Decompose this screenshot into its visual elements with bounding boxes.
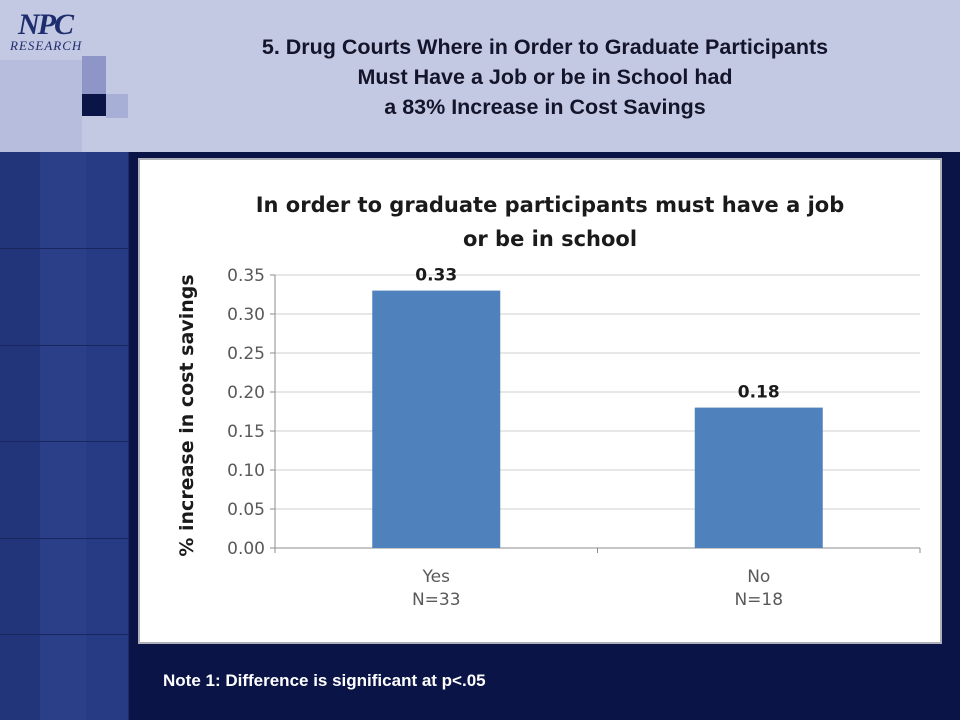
y-tick-label: 0.25 — [227, 344, 265, 364]
decor-line — [0, 538, 128, 539]
logo-text-bottom: RESEARCH — [10, 38, 83, 53]
y-tick-label: 0.30 — [227, 305, 265, 325]
slide-header — [0, 0, 960, 152]
slide-title-line: a 83% Increase in Cost Savings — [384, 95, 706, 119]
decor-block — [82, 56, 106, 94]
npc-research-logo: NPC RESEARCH — [8, 8, 100, 56]
x-tick-sublabel: N=33 — [412, 590, 461, 610]
y-tick-label: 0.10 — [227, 461, 265, 481]
x-tick-label: No — [747, 567, 770, 587]
y-axis-label: % increase in cost savings — [176, 274, 198, 556]
x-tick-sublabel: N=18 — [734, 590, 783, 610]
decor-line — [0, 248, 128, 249]
chart-panel: In order to graduate participants must h… — [138, 158, 942, 644]
chart-title-line: or be in school — [463, 227, 637, 251]
logo-text-top: NPC — [18, 8, 74, 41]
y-tick-label: 0.15 — [227, 422, 265, 442]
bar-chart: In order to graduate participants must h… — [176, 193, 921, 610]
x-tick-label: Yes — [422, 567, 451, 587]
decor-line — [0, 345, 128, 346]
significance-note: Note 1: Difference is significant at p<.… — [163, 671, 486, 690]
chart-title-line: In order to graduate participants must h… — [256, 193, 845, 217]
bar-yes — [372, 290, 501, 548]
decor-block — [82, 94, 106, 116]
slide-title: 5. Drug Courts Where in Order to Graduat… — [150, 32, 940, 122]
decor-tile — [86, 152, 129, 720]
slide-title-line: Must Have a Job or be in School had — [357, 65, 733, 89]
bar-no — [694, 407, 823, 548]
data-label: 0.33 — [415, 266, 457, 286]
decor-line — [0, 441, 128, 442]
y-tick-label: 0.00 — [227, 539, 265, 559]
y-tick-label: 0.20 — [227, 383, 265, 403]
data-label: 0.18 — [738, 383, 780, 403]
decor-block — [106, 94, 128, 118]
decor-tile — [0, 152, 41, 720]
y-tick-label: 0.35 — [227, 266, 265, 286]
slide-title-line: 5. Drug Courts Where in Order to Graduat… — [261, 35, 829, 59]
decor-line — [0, 634, 128, 635]
y-tick-label: 0.05 — [227, 500, 265, 520]
decor-block — [0, 60, 82, 152]
